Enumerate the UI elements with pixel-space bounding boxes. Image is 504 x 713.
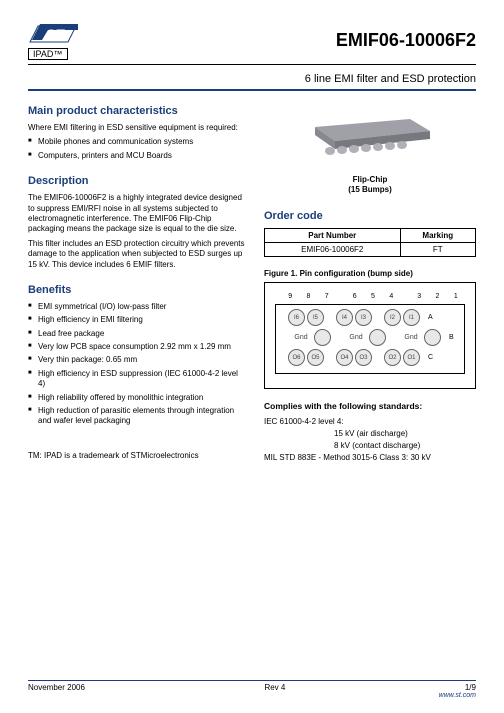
row-label-c: C	[428, 354, 433, 361]
order-code-heading: Order code	[264, 210, 476, 222]
standards-line: IEC 61000-4-2 level 4:	[264, 417, 476, 426]
standards-line: 8 kV (contact discharge)	[264, 441, 476, 450]
pin-bump: O4	[336, 349, 353, 366]
logo-block: ST IPAD™	[28, 20, 80, 60]
chip-image	[300, 109, 440, 169]
footer-line: November 2006 Rev 4 1/9	[28, 680, 476, 692]
gnd-label: Gnd	[343, 334, 369, 341]
mpc-heading: Main product characteristics	[28, 105, 246, 117]
benefits-heading: Benefits	[28, 284, 246, 296]
divider-thin	[28, 64, 476, 65]
list-item: Lead free package	[28, 329, 246, 339]
standards-line: MIL STD 883E - Method 3015-6 Class 3: 30…	[264, 453, 476, 462]
order-code-table: Part Number Marking EMIF06-10006F2 FT	[264, 228, 476, 257]
pin-num: 6	[346, 293, 364, 300]
gnd-label: Gnd	[288, 334, 314, 341]
pin-bump: O2	[384, 349, 401, 366]
oc-header-partnum: Part Number	[265, 229, 401, 243]
pin-bump	[424, 329, 441, 346]
benefits-list: EMI symmetrical (I/O) low-pass filter Hi…	[28, 302, 246, 427]
list-item: High reliability offered by monolithic i…	[28, 393, 246, 403]
pin-num: 3	[410, 293, 428, 300]
footer-url: www.st.com	[28, 692, 476, 699]
divider-thick	[28, 89, 476, 91]
pin-diagram: 9 8 7 6 5 4 3 2 1 I6 I5 I4 I3 I2	[264, 282, 476, 389]
list-item: High efficiency in EMI filtering	[28, 315, 246, 325]
trademark-note: TM: IPAD is a trademeark of STMicroelect…	[28, 451, 246, 461]
row-label-a: A	[428, 314, 433, 321]
subtitle: 6 line EMI filter and ESD protection	[28, 73, 476, 85]
pin-gap	[336, 293, 346, 300]
desc-p1: The EMIF06-10006F2 is a highly integrate…	[28, 193, 246, 235]
pin-bump: I2	[384, 309, 401, 326]
ipad-label: IPAD™	[28, 48, 68, 60]
desc-p2: This filter includes an ESD protection c…	[28, 239, 246, 270]
footer: November 2006 Rev 4 1/9 www.st.com	[28, 680, 476, 699]
figure-label: Figure 1. Pin configuration (bump side)	[264, 269, 476, 278]
pin-row-b: Gnd Gnd Gnd B	[282, 329, 458, 346]
left-column: Main product characteristics Where EMI f…	[28, 105, 246, 465]
oc-cell-marking: FT	[400, 243, 475, 257]
pin-row-a: I6 I5 I4 I3 I2 I1 A	[282, 309, 458, 326]
pin-bump: I3	[355, 309, 372, 326]
part-number: EMIF06-10006F2	[336, 30, 476, 51]
st-logo: ST	[28, 20, 80, 46]
pin-num: 1	[447, 293, 465, 300]
pin-bump: I4	[336, 309, 353, 326]
pin-row-c: O6 O5 O4 O3 O2 O1 C	[282, 349, 458, 366]
svg-text:ST: ST	[46, 26, 65, 42]
pin-bump	[314, 329, 331, 346]
table-row: EMIF06-10006F2 FT	[265, 243, 476, 257]
pin-bump: I1	[403, 309, 420, 326]
standards-heading: Complies with the following standards:	[264, 401, 476, 411]
pin-num: 5	[364, 293, 382, 300]
chip-caption-line2: (15 Bumps)	[348, 185, 392, 194]
pin-num: 8	[299, 293, 317, 300]
st-logo-icon: ST	[28, 20, 80, 46]
pin-bump: O6	[288, 349, 305, 366]
footer-rev: Rev 4	[264, 683, 285, 692]
desc-heading: Description	[28, 175, 246, 187]
footer-page: 1/9	[465, 683, 476, 692]
row-label-b: B	[449, 334, 454, 341]
mpc-list: Mobile phones and communication systems …	[28, 137, 246, 161]
pin-bump: O5	[307, 349, 324, 366]
pin-border: I6 I5 I4 I3 I2 I1 A Gnd Gnd Gnd B	[275, 304, 465, 374]
header: ST IPAD™ EMIF06-10006F2	[28, 20, 476, 60]
footer-date: November 2006	[28, 683, 85, 692]
mpc-intro: Where EMI filtering in ESD sensitive equ…	[28, 123, 246, 133]
list-item: Very low PCB space consumption 2.92 mm x…	[28, 342, 246, 352]
list-item: High efficiency in ESD suppression (IEC …	[28, 369, 246, 390]
pin-num: 4	[382, 293, 400, 300]
list-item: Mobile phones and communication systems	[28, 137, 246, 147]
pin-bump: I5	[307, 309, 324, 326]
table-row: Part Number Marking	[265, 229, 476, 243]
chip-caption-line1: Flip-Chip	[353, 175, 388, 184]
pin-num: 7	[318, 293, 336, 300]
oc-cell-partnum: EMIF06-10006F2	[265, 243, 401, 257]
gnd-label: Gnd	[398, 334, 424, 341]
pin-num: 9	[281, 293, 299, 300]
list-item: High reduction of parasitic elements thr…	[28, 406, 246, 427]
chip-caption: Flip-Chip (15 Bumps)	[264, 175, 476, 194]
standards-line: 15 kV (air discharge)	[264, 429, 476, 438]
pin-gap	[400, 293, 410, 300]
oc-header-marking: Marking	[400, 229, 475, 243]
list-item: Very thin package: 0.65 mm	[28, 355, 246, 365]
pin-bump: O1	[403, 349, 420, 366]
pin-bump: I6	[288, 309, 305, 326]
pin-bump: O3	[355, 349, 372, 366]
pin-bump	[369, 329, 386, 346]
right-column: Flip-Chip (15 Bumps) Order code Part Num…	[264, 105, 476, 465]
list-item: Computers, printers and MCU Boards	[28, 151, 246, 161]
columns: Main product characteristics Where EMI f…	[28, 105, 476, 465]
pin-num: 2	[428, 293, 446, 300]
pin-column-numbers: 9 8 7 6 5 4 3 2 1	[275, 293, 465, 300]
list-item: EMI symmetrical (I/O) low-pass filter	[28, 302, 246, 312]
